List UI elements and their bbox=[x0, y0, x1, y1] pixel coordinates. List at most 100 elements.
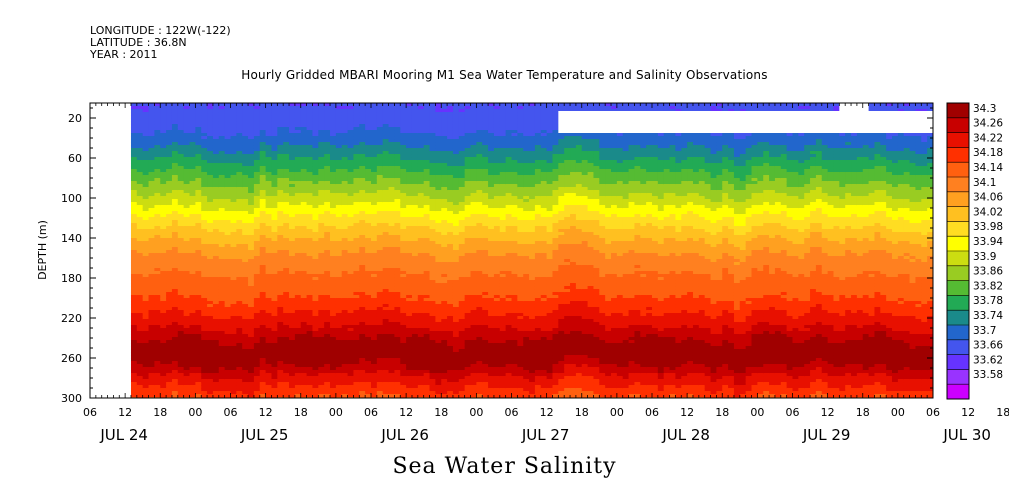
heatmap-cell bbox=[183, 382, 191, 386]
heatmap-cell bbox=[224, 352, 232, 356]
heatmap-cell bbox=[195, 367, 202, 371]
heatmap-cell bbox=[253, 205, 261, 209]
heatmap-cell bbox=[130, 202, 138, 206]
heatmap-cell bbox=[148, 358, 155, 362]
heatmap-cell bbox=[177, 232, 185, 236]
heatmap-cell bbox=[218, 277, 226, 281]
heatmap-cell bbox=[130, 142, 138, 146]
heatmap-cell bbox=[166, 292, 173, 296]
heatmap-cell bbox=[242, 124, 249, 128]
heatmap-cell bbox=[183, 274, 191, 278]
heatmap-cell bbox=[201, 307, 208, 311]
heatmap-cell bbox=[224, 304, 232, 308]
heatmap-cell bbox=[166, 307, 173, 311]
heatmap-cell bbox=[166, 268, 173, 272]
heatmap-cell bbox=[236, 277, 243, 281]
heatmap-cell bbox=[230, 304, 237, 308]
heatmap-cell bbox=[253, 109, 261, 113]
heatmap-cell bbox=[166, 340, 173, 344]
heatmap-cell bbox=[130, 319, 138, 323]
heatmap-cell bbox=[136, 208, 144, 212]
heatmap-cell bbox=[148, 361, 155, 365]
heatmap-cell bbox=[224, 160, 232, 164]
heatmap-cell bbox=[130, 223, 138, 227]
heatmap-cell bbox=[253, 160, 261, 164]
heatmap-cell bbox=[160, 289, 167, 293]
heatmap-cell bbox=[242, 262, 249, 266]
heatmap-cell bbox=[218, 289, 226, 293]
heatmap-cell bbox=[201, 280, 208, 284]
heatmap-cell bbox=[136, 313, 144, 317]
heatmap-cell bbox=[130, 382, 138, 386]
heatmap-cell bbox=[142, 313, 150, 317]
heatmap-cell bbox=[142, 277, 150, 281]
heatmap-cell bbox=[142, 196, 150, 200]
heatmap-cell bbox=[177, 247, 185, 251]
heatmap-cell bbox=[136, 106, 144, 110]
heatmap-cell bbox=[177, 118, 185, 122]
heatmap-cell bbox=[230, 211, 237, 215]
heatmap-cell bbox=[218, 382, 226, 386]
heatmap-cell bbox=[171, 154, 179, 158]
heatmap-cell bbox=[212, 202, 220, 206]
heatmap-cell bbox=[177, 133, 185, 137]
heatmap-cell bbox=[189, 187, 196, 191]
heatmap-cell bbox=[230, 190, 237, 194]
heatmap-cell bbox=[130, 103, 138, 107]
heatmap-cell bbox=[166, 286, 173, 290]
heatmap-cell bbox=[189, 121, 196, 125]
heatmap-cell bbox=[248, 328, 255, 332]
heatmap-cell bbox=[154, 124, 161, 128]
heatmap-cell bbox=[160, 172, 167, 176]
heatmap-cell bbox=[224, 328, 232, 332]
heatmap-cell bbox=[160, 262, 167, 266]
heatmap-cell bbox=[148, 166, 155, 170]
heatmap-cell bbox=[183, 262, 191, 266]
heatmap-cell bbox=[248, 157, 255, 161]
heatmap-cell bbox=[230, 259, 237, 263]
heatmap-cell bbox=[171, 316, 179, 320]
heatmap-cell bbox=[189, 376, 196, 380]
heatmap-cell bbox=[195, 121, 202, 125]
heatmap-cell bbox=[195, 238, 202, 242]
heatmap-cell bbox=[136, 265, 144, 269]
heatmap-cell bbox=[183, 226, 191, 230]
heatmap-cell bbox=[230, 178, 237, 182]
heatmap-cell bbox=[183, 322, 191, 326]
heatmap-cell bbox=[189, 256, 196, 260]
heatmap-cell bbox=[236, 391, 243, 395]
heatmap-cell bbox=[166, 259, 173, 263]
heatmap-cell bbox=[148, 373, 155, 377]
heatmap-cell bbox=[207, 337, 214, 341]
heatmap-cell bbox=[218, 283, 226, 287]
heatmap-cell bbox=[207, 214, 214, 218]
heatmap-cell bbox=[218, 211, 226, 215]
heatmap-cell bbox=[130, 124, 138, 128]
heatmap-cell bbox=[248, 364, 255, 368]
heatmap-cell bbox=[154, 352, 161, 356]
heatmap-cell bbox=[195, 115, 202, 119]
heatmap-cell bbox=[242, 115, 249, 119]
heatmap-cell bbox=[160, 298, 167, 302]
heatmap-cell bbox=[224, 205, 232, 209]
heatmap-cell bbox=[154, 178, 161, 182]
heatmap-cell bbox=[212, 103, 220, 107]
heatmap-cell bbox=[177, 205, 185, 209]
heatmap-cell bbox=[136, 280, 144, 284]
heatmap-cell bbox=[230, 160, 237, 164]
heatmap-cell bbox=[201, 163, 208, 167]
heatmap-cell bbox=[195, 301, 202, 305]
heatmap-cell bbox=[154, 376, 161, 380]
heatmap-cell bbox=[183, 316, 191, 320]
heatmap-cell bbox=[130, 388, 138, 392]
heatmap-cell bbox=[201, 157, 208, 161]
heatmap-cell bbox=[253, 211, 261, 215]
heatmap-cell bbox=[183, 265, 191, 269]
heatmap-cell bbox=[248, 256, 255, 260]
heatmap-cell bbox=[171, 208, 179, 212]
heatmap-cell bbox=[160, 367, 167, 371]
heatmap-cell bbox=[230, 103, 237, 107]
heatmap-cell bbox=[230, 115, 237, 119]
heatmap-cell bbox=[148, 193, 155, 197]
heatmap-cell bbox=[230, 277, 237, 281]
